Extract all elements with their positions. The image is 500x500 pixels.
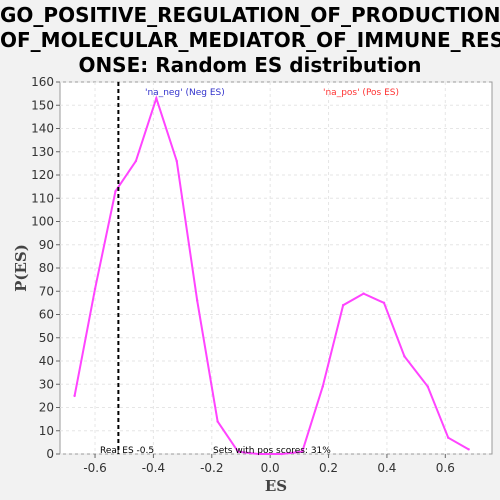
data-point xyxy=(73,395,75,397)
x-tick-label: 0.4 xyxy=(377,461,396,475)
x-tick-label: 0.2 xyxy=(319,461,338,475)
y-axis-label: P(ES) xyxy=(12,244,30,292)
y-tick-label: 80 xyxy=(39,261,54,275)
y-tick-label: 90 xyxy=(39,238,54,252)
pos-es-label: 'na_pos' (Pos ES) xyxy=(323,88,399,98)
x-tick-label: -0.4 xyxy=(142,461,165,475)
y-tick-label: 30 xyxy=(39,377,54,391)
data-point xyxy=(322,385,324,387)
y-tick-label: 120 xyxy=(31,168,54,182)
x-tick-label: 0.0 xyxy=(261,461,280,475)
y-tick-label: 0 xyxy=(46,447,54,461)
y-tick-label: 20 xyxy=(39,401,54,415)
y-tick-label: 70 xyxy=(39,284,54,298)
data-point xyxy=(114,190,116,192)
real-es-label: Real ES -0.5 xyxy=(100,446,154,456)
x-tick-label: -0.6 xyxy=(83,461,106,475)
y-tick-label: 60 xyxy=(39,308,54,322)
x-tick-label: -0.2 xyxy=(200,461,223,475)
y-tick-label: 160 xyxy=(31,75,54,89)
data-point xyxy=(403,355,405,357)
data-point xyxy=(216,420,218,422)
y-tick-label: 10 xyxy=(39,424,54,438)
data-point xyxy=(447,437,449,439)
data-point xyxy=(383,302,385,304)
y-tick-label: 100 xyxy=(31,215,54,229)
y-tick-label: 110 xyxy=(31,191,54,205)
y-tick-label: 140 xyxy=(31,122,54,136)
y-tick-label: 150 xyxy=(31,98,54,112)
data-point xyxy=(342,304,344,306)
y-tick-label: 130 xyxy=(31,145,54,159)
data-point xyxy=(196,299,198,301)
pos-scores-label: Sets with pos scores: 31% xyxy=(213,446,331,456)
data-point xyxy=(135,160,137,162)
x-axis-label: ES xyxy=(265,477,287,495)
data-point xyxy=(176,160,178,162)
data-point xyxy=(94,288,96,290)
y-tick-label: 40 xyxy=(39,354,54,368)
x-tick-label: 0.6 xyxy=(436,461,455,475)
data-point xyxy=(467,448,469,450)
neg-es-label: 'na_neg' (Neg ES) xyxy=(145,88,225,98)
data-point xyxy=(362,292,364,294)
y-tick-label: 50 xyxy=(39,331,54,345)
data-point xyxy=(427,385,429,387)
